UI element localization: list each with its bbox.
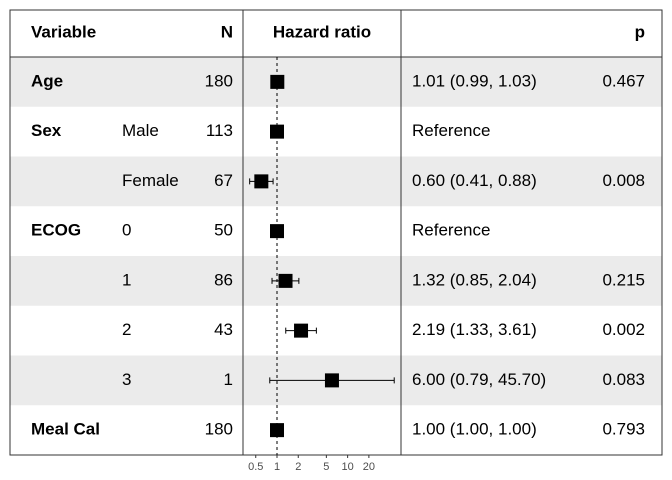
estimate-label: Reference — [412, 221, 490, 240]
estimate-box — [270, 224, 285, 239]
n-value: 67 — [214, 171, 233, 190]
x-tick-label: 2 — [295, 461, 301, 473]
estimate-box — [270, 124, 285, 139]
level-label: Female — [122, 171, 179, 190]
estimate-box — [278, 273, 293, 288]
estimate-box — [270, 423, 285, 438]
variable-label: Sex — [31, 121, 62, 140]
estimate-label: 0.60 (0.41, 0.88) — [412, 171, 537, 190]
level-label: Male — [122, 121, 159, 140]
estimate-box — [270, 74, 285, 89]
p-value: 0.215 — [602, 270, 645, 289]
n-value: 50 — [214, 221, 233, 240]
estimate-label: Reference — [412, 121, 490, 140]
p-value: 0.083 — [602, 370, 645, 389]
estimate-label: 6.00 (0.79, 45.70) — [412, 370, 546, 389]
estimate-label: 1.01 (0.99, 1.03) — [412, 71, 537, 90]
row-stripe — [10, 57, 662, 107]
n-value: 180 — [205, 71, 233, 90]
x-tick-label: 20 — [363, 461, 375, 473]
estimate-box — [324, 373, 339, 388]
level-label: 1 — [122, 270, 131, 289]
n-value: 43 — [214, 320, 233, 339]
x-tick-label: 1 — [274, 461, 280, 473]
table-border — [9, 9, 663, 456]
estimate-box — [294, 323, 309, 338]
p-value: 0.467 — [602, 71, 645, 90]
x-tick-label: 10 — [341, 461, 353, 473]
estimate-label: 1.32 (0.85, 2.04) — [412, 270, 537, 289]
n-value: 113 — [206, 121, 233, 140]
level-label: 0 — [122, 221, 131, 240]
estimate-label: 2.19 (1.33, 3.61) — [412, 320, 537, 339]
variable-label: ECOG — [31, 221, 81, 240]
row-stripe — [10, 256, 662, 306]
header-p: p — [635, 22, 645, 41]
n-value: 1 — [224, 370, 233, 389]
level-label: 2 — [122, 320, 131, 339]
x-tick-label: 5 — [323, 461, 329, 473]
x-tick-label: 0.5 — [248, 461, 263, 473]
n-value: 86 — [214, 270, 233, 289]
header-n: N — [221, 22, 233, 41]
p-value: 0.002 — [602, 320, 645, 339]
header-variable: Variable — [31, 22, 96, 41]
level-label: 3 — [122, 370, 131, 389]
p-value: 0.008 — [602, 171, 645, 190]
n-value: 180 — [205, 420, 233, 439]
estimate-box — [254, 174, 269, 189]
variable-label: Meal Cal — [31, 420, 100, 439]
header-estimate: Hazard ratio — [273, 22, 371, 41]
variable-label: Age — [31, 71, 63, 90]
row-stripe — [10, 156, 662, 207]
estimate-label: 1.00 (1.00, 1.00) — [412, 420, 537, 439]
p-value: 0.793 — [602, 420, 645, 439]
